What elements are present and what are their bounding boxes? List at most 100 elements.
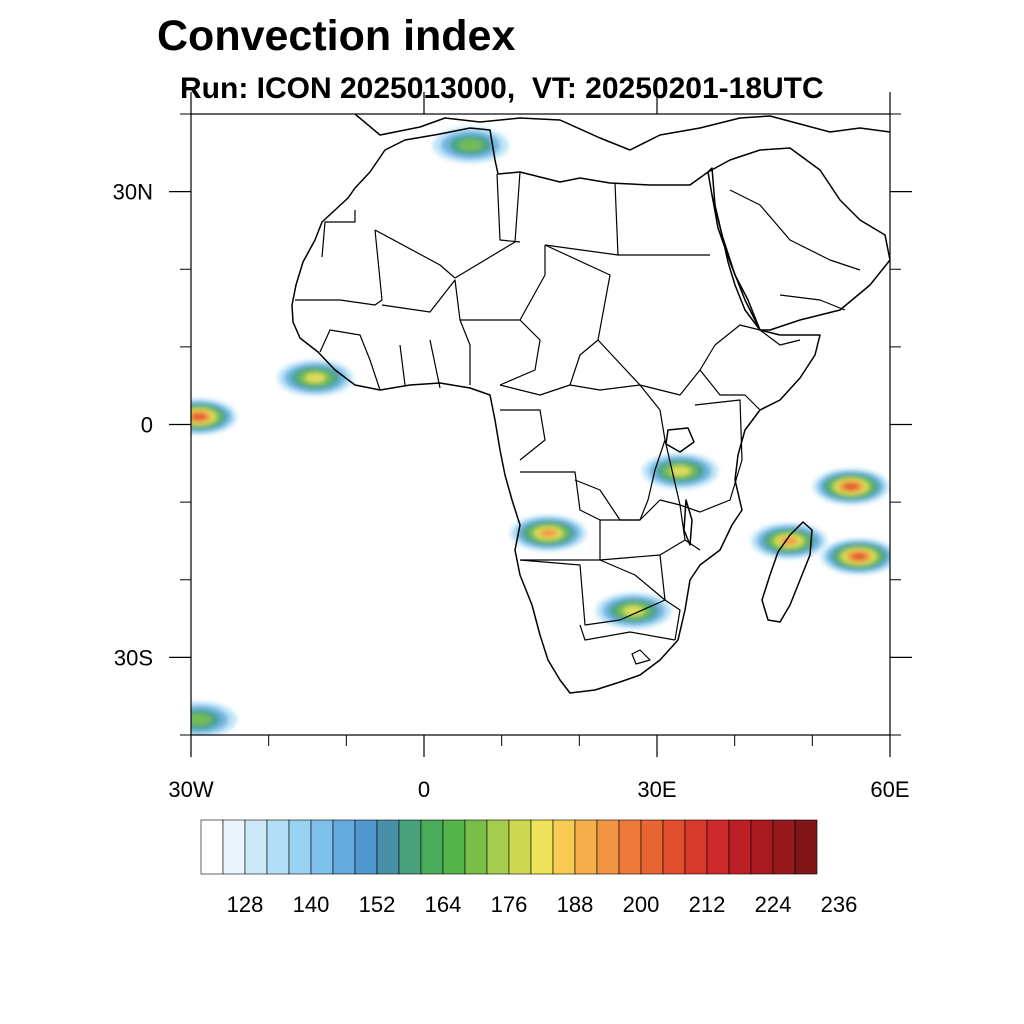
country-borders	[295, 171, 861, 665]
convection-field	[191, 127, 890, 735]
colorbar-swatch	[420, 819, 444, 875]
colorbar-swatch	[354, 819, 378, 875]
lake-victoria	[665, 427, 695, 453]
convection-area-mozambique-channel	[751, 522, 828, 559]
colorbar-swatch	[288, 819, 312, 875]
map-frame	[190, 113, 891, 736]
border-algeria-libya	[496, 173, 521, 243]
colorbar-swatch	[574, 819, 598, 875]
colorbar-tick-label: 152	[359, 892, 396, 917]
colorbar-tick-label: 200	[623, 892, 660, 917]
lake-malawi	[683, 499, 693, 546]
convection-area-south-atlantic	[191, 701, 237, 735]
border-arabia	[729, 189, 861, 311]
border-south-africa	[579, 624, 676, 665]
colorbar-swatch	[200, 819, 224, 875]
colorbar-swatch	[376, 819, 400, 875]
border-mozambique	[659, 539, 701, 641]
colorbar-tick-label: 212	[689, 892, 726, 917]
convection-area-east-africa-lakes	[642, 453, 719, 490]
border-ethiopia	[699, 324, 761, 411]
border-drc-east	[574, 409, 666, 521]
border-chad-sudan	[544, 244, 611, 386]
convection-contour	[623, 605, 645, 616]
lon-tick-label: 30W	[168, 777, 213, 802]
colorbar-swatch	[464, 819, 488, 875]
colorbar-swatch	[530, 819, 554, 875]
convection-area-indian-ocean-cyclone	[820, 538, 890, 575]
border-congo-gabon	[500, 409, 546, 461]
convection-area-mid-atlantic-equatorial	[191, 398, 237, 435]
coastlines	[291, 114, 890, 694]
convection-contour	[669, 466, 691, 476]
colorbar-tick-label: 236	[821, 892, 858, 917]
colorbar-swatch	[222, 819, 246, 875]
border-algeria-south	[374, 171, 521, 279]
colorbar-swatch	[442, 819, 466, 875]
lat-tick-label: 30N	[113, 180, 153, 205]
colorbar-swatch	[596, 819, 620, 875]
border-car-drc	[499, 384, 661, 411]
lon-tick-label: 30E	[637, 777, 676, 802]
convection-area-west-africa-coast	[277, 359, 354, 396]
madagascar-coastline	[761, 521, 813, 623]
convection-contour	[457, 139, 484, 152]
lat-tick-label: 0	[141, 413, 153, 438]
convection-contour	[851, 552, 867, 561]
arabian-coastline	[707, 147, 890, 331]
border-horn	[759, 329, 801, 346]
colorbar: 128 140 152 164 176 188 200 212 224 236	[200, 819, 858, 917]
colorbar-swatch	[618, 819, 642, 875]
chart-title: Convection index	[157, 12, 516, 60]
red-sea-west	[711, 194, 761, 331]
convection-area-indian-ocean-north	[813, 468, 890, 505]
border-mali-niger	[381, 245, 546, 321]
colorbar-swatch	[640, 819, 664, 875]
colorbar-swatch	[706, 819, 730, 875]
colorbar-swatch	[728, 819, 752, 875]
colorbar-tick-label: 128	[227, 892, 264, 917]
colorbar-swatch	[552, 819, 576, 875]
border-sudan-south	[597, 339, 716, 396]
colorbar-swatch	[772, 819, 796, 875]
africa-coastline	[291, 127, 821, 694]
colorbar-swatch	[684, 819, 708, 875]
colorbar-swatch	[508, 819, 532, 875]
convection-area-southern-africa	[595, 592, 672, 629]
europe-coastline	[354, 114, 890, 151]
lat-tick-label: 30S	[114, 645, 153, 670]
border-western-sahara	[321, 210, 356, 258]
border-libya-egypt	[544, 182, 619, 256]
chart-subtitle: Run: ICON 2025013000, VT: 20250201-18UTC	[180, 72, 824, 105]
border-mauritania	[295, 229, 383, 306]
colorbar-swatch	[662, 819, 686, 875]
lon-tick-label: 0	[418, 777, 430, 802]
convection-area-north-africa-coast	[432, 127, 509, 164]
colorbar-tick-label: 164	[425, 892, 462, 917]
colorbar-tick-label: 140	[293, 892, 330, 917]
colorbar-swatch	[310, 819, 334, 875]
lon-tick-label: 60E	[870, 777, 909, 802]
map-axes: 30W 0 30E 60E 30N 0 30S	[113, 92, 912, 802]
convection-contour	[191, 413, 207, 421]
colorbar-swatch	[244, 819, 268, 875]
colorbar-tick-label: 188	[557, 892, 594, 917]
colorbar-swatch	[266, 819, 290, 875]
colorbar-tick-label: 176	[491, 892, 528, 917]
colorbar-swatch	[486, 819, 510, 875]
convection-contour	[304, 373, 326, 383]
convection-contour	[191, 713, 212, 726]
border-west-africa	[319, 329, 441, 391]
colorbar-swatch	[794, 819, 818, 875]
colorbar-tick-label: 224	[755, 892, 792, 917]
border-angola	[520, 471, 601, 561]
colorbar-swatch	[332, 819, 356, 875]
convection-contour	[843, 483, 859, 491]
convection-contour	[539, 529, 558, 538]
convection-area-angola	[510, 515, 587, 552]
colorbar-swatch	[750, 819, 774, 875]
border-nigeria	[459, 319, 541, 386]
colorbar-swatch	[398, 819, 422, 875]
border-tanzania-kenya	[664, 399, 743, 513]
